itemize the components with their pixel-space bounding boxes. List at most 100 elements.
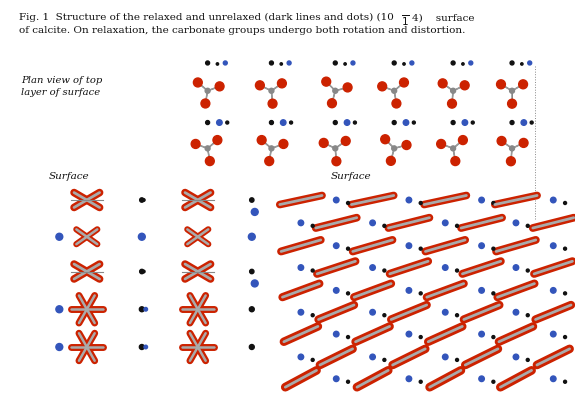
- Circle shape: [341, 137, 350, 145]
- Circle shape: [370, 309, 376, 315]
- Circle shape: [551, 288, 556, 293]
- Text: Plan view of top
layer of surface: Plan view of top layer of surface: [21, 76, 102, 97]
- Circle shape: [370, 220, 376, 226]
- Circle shape: [333, 88, 338, 93]
- Circle shape: [479, 331, 484, 337]
- Circle shape: [479, 288, 484, 293]
- Circle shape: [193, 78, 202, 87]
- Circle shape: [456, 358, 458, 362]
- Circle shape: [333, 243, 339, 248]
- Circle shape: [370, 265, 376, 270]
- Circle shape: [499, 82, 503, 86]
- Circle shape: [328, 99, 336, 108]
- Circle shape: [419, 247, 422, 250]
- Circle shape: [384, 137, 387, 141]
- Circle shape: [392, 99, 401, 108]
- Text: Surface: Surface: [48, 172, 89, 181]
- Circle shape: [333, 376, 339, 381]
- Circle shape: [392, 88, 397, 93]
- Circle shape: [522, 82, 525, 86]
- Circle shape: [215, 82, 224, 91]
- Circle shape: [443, 354, 448, 360]
- Circle shape: [395, 102, 398, 105]
- Circle shape: [142, 199, 145, 201]
- Circle shape: [332, 157, 341, 166]
- Circle shape: [451, 120, 455, 124]
- Circle shape: [381, 135, 390, 144]
- Circle shape: [333, 61, 337, 65]
- Circle shape: [406, 331, 412, 337]
- Circle shape: [403, 120, 409, 125]
- Circle shape: [322, 77, 331, 86]
- Circle shape: [443, 220, 448, 226]
- Circle shape: [564, 247, 566, 250]
- Circle shape: [265, 157, 274, 166]
- Circle shape: [479, 243, 484, 248]
- Circle shape: [255, 81, 265, 90]
- Circle shape: [460, 81, 469, 90]
- Circle shape: [248, 233, 255, 240]
- Circle shape: [216, 63, 218, 65]
- Circle shape: [311, 314, 314, 317]
- Circle shape: [519, 139, 528, 147]
- Circle shape: [346, 292, 349, 295]
- Circle shape: [260, 138, 263, 142]
- Circle shape: [269, 146, 274, 151]
- Circle shape: [213, 136, 222, 145]
- Circle shape: [140, 198, 144, 202]
- Circle shape: [509, 160, 513, 163]
- Circle shape: [281, 142, 285, 146]
- Text: Fig. 1  Structure of the relaxed and unrelaxed (dark lines and dots) (10: Fig. 1 Structure of the relaxed and unre…: [19, 13, 394, 23]
- Circle shape: [196, 81, 200, 84]
- Circle shape: [215, 138, 219, 142]
- Circle shape: [564, 380, 566, 383]
- Circle shape: [551, 331, 556, 337]
- Circle shape: [438, 79, 447, 88]
- Circle shape: [510, 146, 515, 151]
- Circle shape: [451, 146, 456, 151]
- Circle shape: [471, 121, 474, 124]
- Circle shape: [206, 61, 210, 65]
- Circle shape: [506, 157, 515, 166]
- Circle shape: [412, 121, 415, 124]
- Circle shape: [280, 82, 284, 85]
- Circle shape: [419, 380, 422, 383]
- Circle shape: [56, 233, 62, 240]
- Circle shape: [496, 80, 505, 89]
- Circle shape: [383, 269, 386, 272]
- Circle shape: [392, 146, 397, 151]
- Circle shape: [269, 88, 274, 93]
- Circle shape: [280, 120, 286, 125]
- Circle shape: [419, 202, 422, 204]
- Circle shape: [437, 139, 446, 148]
- Circle shape: [497, 137, 506, 145]
- Circle shape: [251, 208, 258, 215]
- Circle shape: [380, 84, 384, 88]
- Circle shape: [205, 146, 210, 151]
- Circle shape: [383, 358, 386, 362]
- Circle shape: [406, 197, 412, 203]
- Circle shape: [479, 376, 484, 381]
- Circle shape: [268, 99, 277, 108]
- Circle shape: [513, 220, 519, 226]
- Circle shape: [346, 86, 349, 89]
- Circle shape: [333, 288, 339, 293]
- Circle shape: [447, 99, 457, 108]
- Circle shape: [492, 380, 495, 383]
- Circle shape: [402, 81, 406, 84]
- Circle shape: [208, 159, 211, 163]
- Circle shape: [269, 61, 273, 65]
- Circle shape: [510, 61, 514, 65]
- Circle shape: [551, 197, 556, 203]
- Text: of calcite. On relaxation, the carbonate groups undergo both rotation and distor: of calcite. On relaxation, the carbonate…: [19, 26, 465, 35]
- Circle shape: [456, 224, 458, 227]
- Circle shape: [399, 78, 408, 87]
- Circle shape: [526, 358, 529, 362]
- Circle shape: [140, 269, 144, 274]
- Circle shape: [333, 120, 337, 124]
- Circle shape: [454, 159, 457, 163]
- Circle shape: [142, 270, 145, 273]
- Circle shape: [333, 331, 339, 337]
- Circle shape: [138, 233, 145, 240]
- Circle shape: [346, 336, 349, 339]
